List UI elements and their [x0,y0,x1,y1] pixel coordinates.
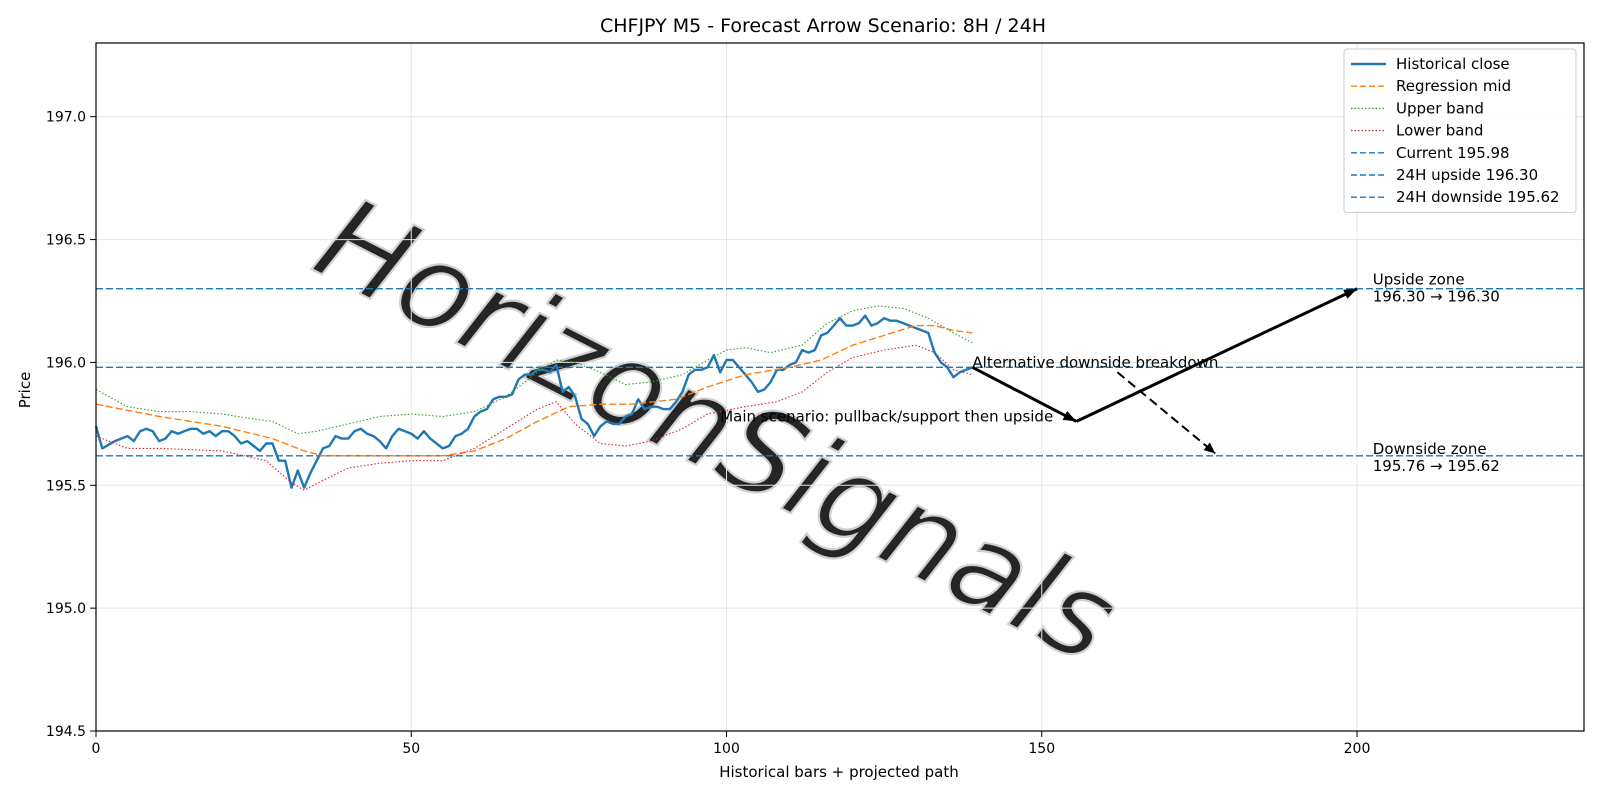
arrow-head [1062,410,1077,422]
arrow-shaft [1116,371,1216,455]
scenario-arrows [971,287,1358,455]
x-tick-label: 50 [402,741,420,757]
y-tick-label: 195.0 [46,601,86,617]
zone-label: 195.76 → 195.62 [1373,457,1500,475]
level-lines [96,288,1584,457]
annotation-text: Alternative downside breakdown [972,353,1218,371]
x-tick-label: 200 [1344,741,1371,757]
arrow-head [1343,288,1358,299]
arrow-shaft [1075,287,1358,423]
annotation-text: Main scenario: pullback/support then ups… [720,407,1053,425]
annotations: Alternative downside breakdown Main scena… [720,270,1500,475]
y-tick-label: 196.0 [46,355,86,371]
x-tick-label: 150 [1028,741,1055,757]
watermark-text: HorizonSignals [296,170,1138,690]
y-tick-label: 195.5 [46,478,86,494]
y-tick-label: 194.5 [46,724,86,740]
legend-label: Historical close [1396,55,1510,73]
watermark: HorizonSignals [295,169,1140,691]
arrow-shaft [971,366,1078,423]
arrow-head [1203,442,1216,454]
series-lines [94,305,973,491]
chart-title: CHFJPY M5 - Forecast Arrow Scenario: 8H … [600,15,1046,37]
legend-label: Upper band [1396,99,1484,117]
plot-frame [95,42,1585,732]
axis-ticks: 0 50 100 150 200 194.5 195.0 195.5 196.0 196.5 197… [46,110,1370,757]
x-tick-label: 0 [92,741,101,757]
legend-label: Regression mid [1396,77,1511,95]
series-line [95,324,973,457]
legend-box [1343,48,1577,213]
legend-label: 24H downside 195.62 [1396,188,1560,206]
legend-label: Lower band [1396,122,1483,140]
zone-label: Upside zone [1373,270,1465,288]
zone-label: Downside zone [1373,440,1487,458]
legend-label: 24H upside 196.30 [1396,166,1538,184]
y-axis-label: Price [16,372,34,409]
series-line [95,344,973,491]
series-line [94,314,973,489]
series-line [95,305,973,435]
x-axis-label: Historical bars + projected path [719,763,959,781]
zone-label: 196.30 → 196.30 [1373,287,1500,305]
y-tick-label: 196.5 [46,233,86,249]
legend: Historical close Regression mid Upper band… [1343,48,1577,213]
legend-label: Current 195.98 [1396,144,1510,162]
x-tick-label: 100 [713,741,740,757]
y-tick-label: 197.0 [46,110,86,126]
